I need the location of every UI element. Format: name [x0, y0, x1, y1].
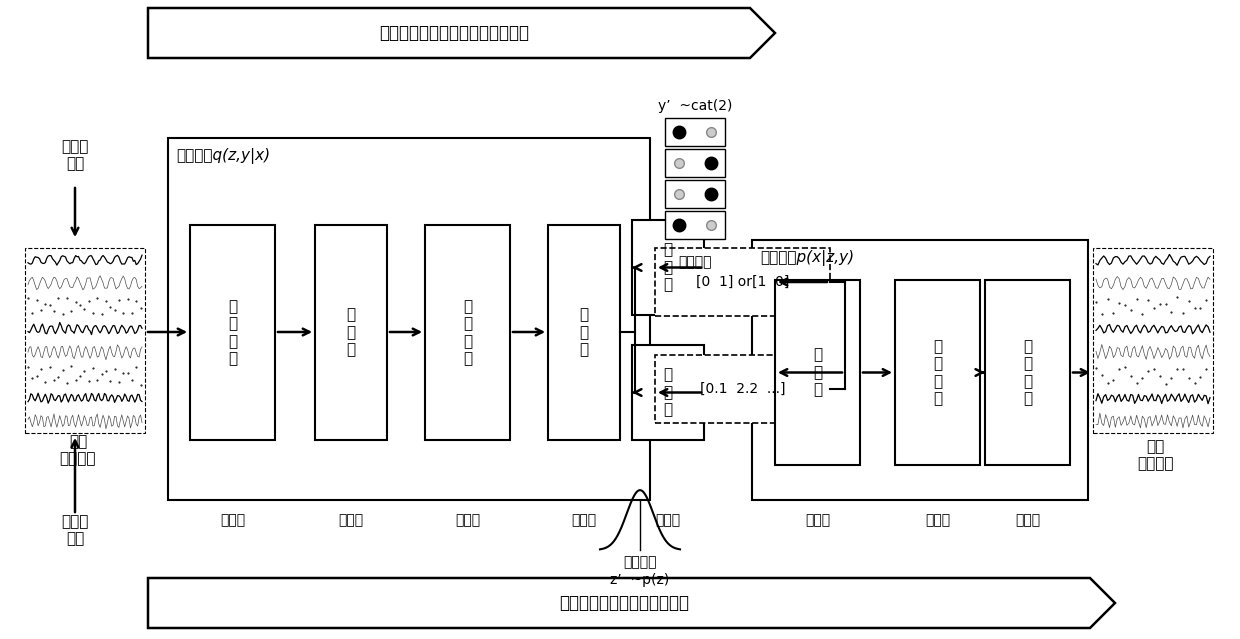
Bar	[895, 280, 980, 465]
Polygon shape	[148, 578, 1115, 628]
Text: 融
合
层: 融 合 层	[813, 348, 822, 397]
Text: 第二阶段：有标签样本训练分类器: 第二阶段：有标签样本训练分类器	[379, 24, 529, 42]
Bar	[425, 225, 510, 440]
Bar	[315, 225, 387, 440]
Text: 第四层: 第四层	[572, 513, 596, 527]
Polygon shape	[148, 8, 775, 58]
Text: z’  ~p(z): z’ ~p(z)	[610, 573, 670, 587]
Text: 噪
声
层: 噪 声 层	[346, 307, 356, 357]
Text: 类
标
签: 类 标 签	[663, 243, 672, 293]
Text: 编码器：q(z,y|x): 编码器：q(z,y|x)	[176, 148, 270, 164]
Bar	[665, 211, 725, 239]
Text: [0.1  2.2  ...]: [0.1 2.2 ...]	[699, 382, 785, 396]
Text: 第七层: 第七层	[925, 513, 950, 527]
Bar	[1092, 248, 1213, 433]
Text: 全
连
接
层: 全 连 接 层	[932, 339, 942, 406]
Text: 无标签
样本: 无标签 样本	[61, 514, 89, 546]
Text: 原始
电力数据: 原始 电力数据	[60, 434, 97, 466]
Text: 全
连
接
层: 全 连 接 层	[1023, 339, 1032, 406]
Text: 隐
变
量: 隐 变 量	[663, 367, 672, 417]
Bar	[632, 345, 704, 440]
Text: 第一层: 第一层	[219, 513, 246, 527]
Bar	[665, 118, 725, 146]
Bar	[25, 248, 145, 433]
Bar	[751, 240, 1087, 500]
Text: 第三层: 第三层	[455, 513, 480, 527]
Bar	[190, 225, 275, 440]
Text: 有标签
样本: 有标签 样本	[61, 139, 89, 171]
Bar	[665, 149, 725, 177]
Bar	[665, 180, 725, 208]
Text: 类别分布: 类别分布	[678, 255, 712, 269]
Bar	[548, 225, 620, 440]
Bar	[655, 248, 830, 316]
Text: 第五层: 第五层	[656, 513, 681, 527]
Text: [0  1] or[1  0]: [0 1] or[1 0]	[696, 275, 789, 289]
Bar	[655, 355, 830, 423]
Text: 高斯分布: 高斯分布	[624, 555, 657, 569]
Text: 全
连
接
层: 全 连 接 层	[228, 299, 237, 366]
Text: 噪
声
层: 噪 声 层	[579, 307, 589, 357]
Text: 解码器：p(x|z,y): 解码器：p(x|z,y)	[760, 250, 854, 266]
Bar	[775, 280, 861, 465]
Bar	[167, 138, 650, 500]
Text: 第六层: 第六层	[805, 513, 830, 527]
Bar	[985, 280, 1070, 465]
Text: 第一阶段：无标签样本自编码: 第一阶段：无标签样本自编码	[559, 594, 689, 612]
Text: 全
连
接
层: 全 连 接 层	[463, 299, 472, 366]
Text: 第八层: 第八层	[1014, 513, 1040, 527]
Text: y’  ~cat(2): y’ ~cat(2)	[657, 99, 732, 113]
Bar	[632, 220, 704, 315]
Text: 恢复
电力数据: 恢复 电力数据	[1137, 439, 1173, 471]
Text: 第二层: 第二层	[339, 513, 363, 527]
